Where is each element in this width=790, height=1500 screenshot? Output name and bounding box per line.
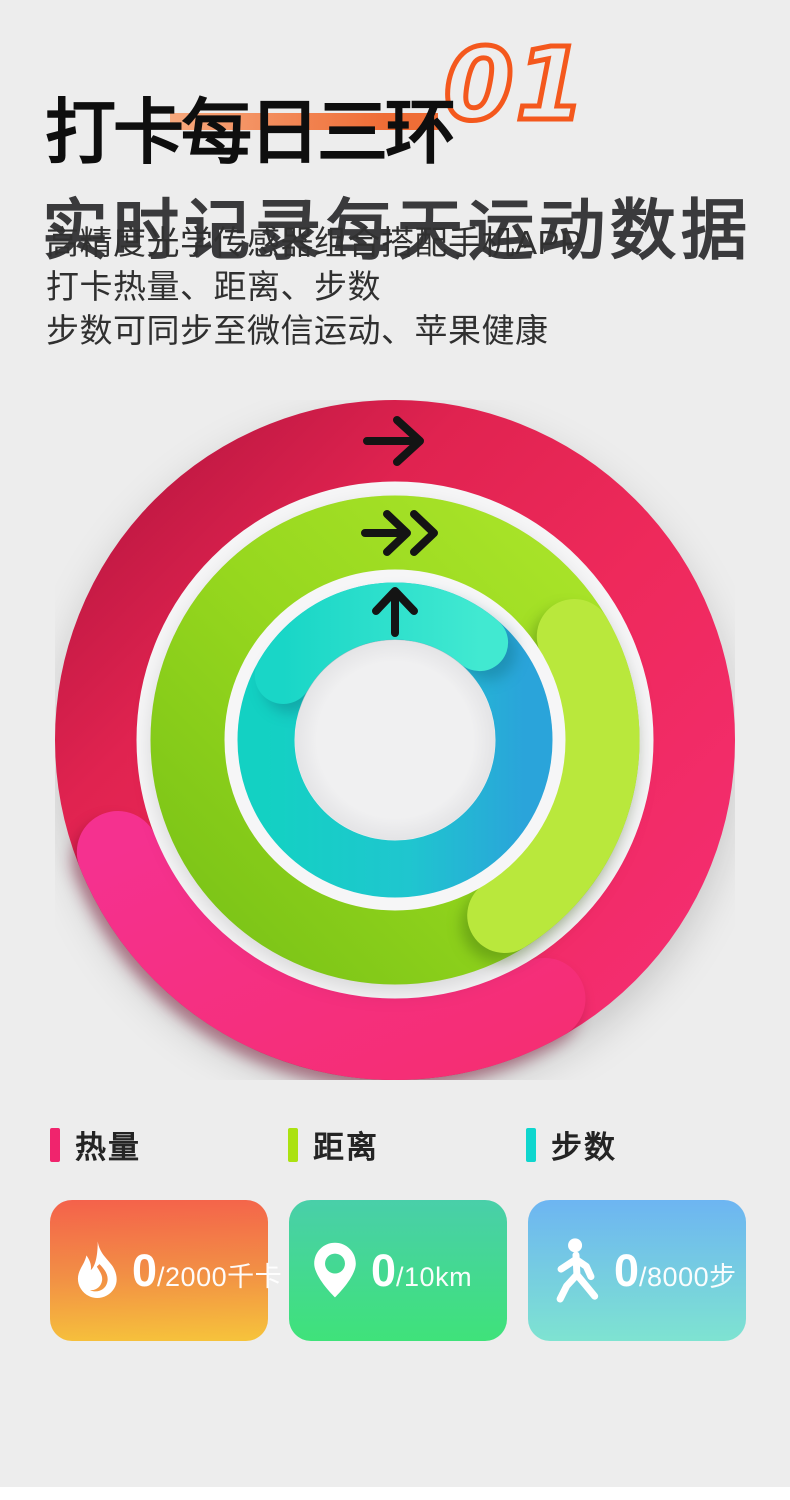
section-number-badge: 01 <box>442 24 588 142</box>
stat-cards: 0 /2000千卡 0 /10km 0 /8000步 <box>50 1200 746 1341</box>
section-number-text: 01 <box>444 26 587 142</box>
ring-outer-cap <box>76 811 586 1080</box>
rings-legend: 热量 距离 步数 <box>50 1122 764 1167</box>
legend-item-calories: 热量 <box>50 1122 288 1167</box>
description-line: 打卡热量、距离、步数 <box>46 268 381 305</box>
steps-card: 0 /8000步 <box>528 1200 746 1341</box>
steps-value: 0 <box>614 1244 640 1296</box>
flame-icon <box>77 1241 117 1298</box>
page-title: 打卡每日三环 <box>45 90 456 174</box>
description-line: 高精度光学传感器组合搭配手机APP <box>46 224 583 261</box>
next-section-edge <box>0 1487 790 1500</box>
ring-separator <box>136 481 654 999</box>
arrow-right-icon <box>363 416 424 466</box>
legend-item-steps: 步数 <box>526 1122 764 1167</box>
steps-target: /8000步 <box>639 1261 737 1292</box>
walking-person-icon <box>556 1237 599 1302</box>
steps-readout: 0 /8000步 <box>614 1245 737 1297</box>
distance-target: /10km <box>396 1261 473 1292</box>
calories-card: 0 /2000千卡 <box>50 1200 282 1341</box>
distance-value: 0 <box>371 1244 397 1296</box>
calories-readout: 0 /2000千卡 <box>132 1245 282 1297</box>
description-line: 步数可同步至微信运动、苹果健康 <box>46 312 549 349</box>
activity-rings-chart <box>55 400 735 1080</box>
calories-color-swatch <box>50 1127 60 1162</box>
calories-target: /2000千卡 <box>157 1261 283 1292</box>
ring-separator <box>224 569 566 911</box>
rings-center-hole <box>295 640 495 840</box>
page-subtitle: 实时记录每天运动数据 <box>42 191 752 269</box>
legend-label: 步数 <box>551 1130 617 1165</box>
location-pin-icon <box>314 1242 356 1298</box>
distance-color-swatch <box>288 1127 298 1162</box>
distance-readout: 0 /10km <box>371 1245 472 1297</box>
double-chevron-right-icon <box>361 510 438 556</box>
legend-label: 距离 <box>313 1130 379 1165</box>
feature-description: 高精度光学传感器组合搭配手机APP 打卡热量、距离、步数 步数可同步至微信运动、… <box>46 221 583 353</box>
ring-middle-cap <box>467 599 640 953</box>
calories-value: 0 <box>132 1244 158 1296</box>
legend-item-distance: 距离 <box>288 1122 526 1167</box>
steps-color-swatch <box>526 1127 536 1162</box>
distance-card: 0 /10km <box>289 1200 507 1341</box>
arrow-up-icon <box>372 587 418 637</box>
legend-label: 热量 <box>75 1130 141 1165</box>
title-underline-bar <box>170 113 438 130</box>
